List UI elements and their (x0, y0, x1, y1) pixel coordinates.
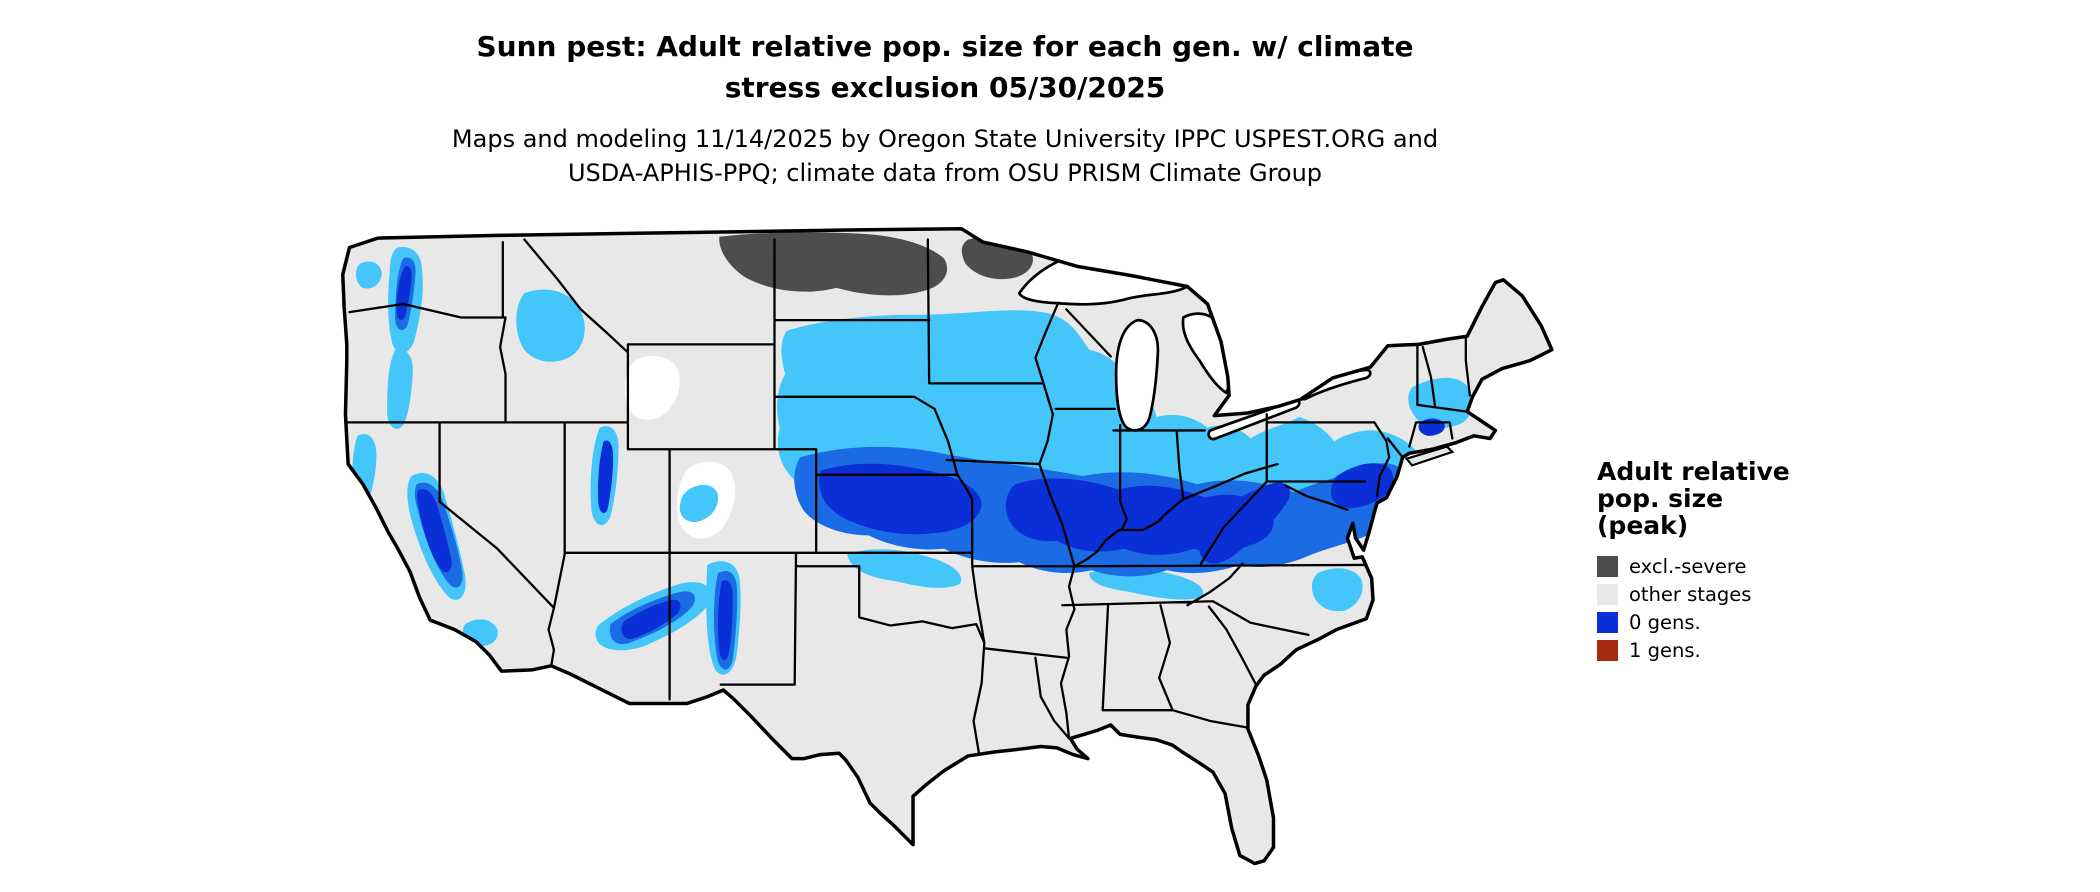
legend-item: 0 gens. (1597, 610, 2027, 634)
legend-title: Adult relative pop. size (peak) (1597, 458, 2027, 539)
legend-item-label: 1 gens. (1629, 638, 1701, 662)
legend-item: other stages (1597, 582, 2027, 606)
gen0-deep-regions (396, 266, 1445, 660)
legend-swatch-excl-severe (1597, 555, 1618, 577)
legend-item-label: excl.-severe (1629, 554, 1747, 578)
legend-title-line2: pop. size (1597, 484, 1724, 513)
map-title: Sunn pest: Adult relative pop. size for … (0, 26, 1890, 108)
legend-title-line1: Adult relative (1597, 457, 1790, 486)
us-map (341, 226, 1554, 866)
legend-item-label: other stages (1629, 582, 1752, 606)
legend-title-line3: (peak) (1597, 511, 1689, 540)
us-map-figure (336, 226, 1560, 881)
lake-michigan (1114, 318, 1160, 432)
map-title-line2: stress exclusion 05/30/2025 (724, 71, 1166, 104)
map-credits: Maps and modeling 11/14/2025 by Oregon S… (0, 122, 1890, 190)
legend-item: excl.-severe (1597, 554, 2027, 578)
map-credits-line2: USDA-APHIS-PPQ; climate data from OSU PR… (567, 159, 1323, 187)
legend: Adult relative pop. size (peak) excl.-se… (1597, 458, 2027, 667)
legend-swatch-0-gens (1597, 611, 1618, 633)
state-borders (347, 238, 1471, 755)
legend-item-label: 0 gens. (1629, 610, 1701, 634)
map-credits-line1: Maps and modeling 11/14/2025 by Oregon S… (451, 125, 1439, 153)
map-title-line1: Sunn pest: Adult relative pop. size for … (476, 30, 1414, 63)
legend-items: excl.-severe other stages 0 gens. 1 gens… (1597, 554, 2027, 662)
legend-swatch-1-gens (1597, 639, 1618, 661)
legend-item: 1 gens. (1597, 638, 2027, 662)
us-national-outline (341, 226, 1554, 866)
legend-swatch-other-stages (1597, 583, 1618, 605)
